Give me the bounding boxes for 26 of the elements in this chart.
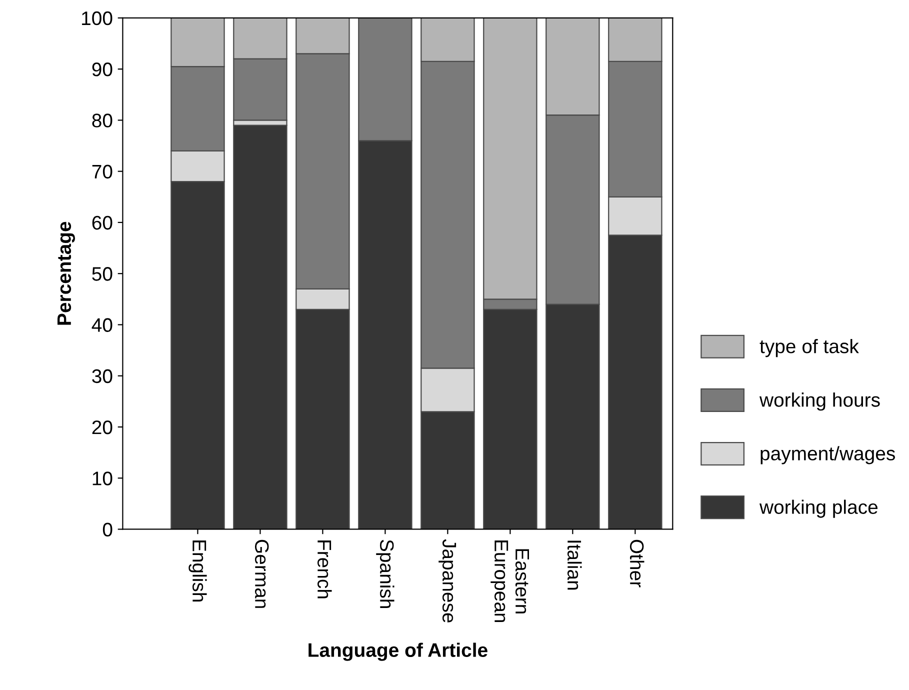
x-tick-label: Spanish <box>376 540 394 608</box>
legend-label: working hours <box>759 392 880 411</box>
y-tick-label: 0 <box>102 522 112 536</box>
bar <box>233 124 288 530</box>
x-tick-label: German <box>254 540 269 608</box>
legend-label: payment/wages <box>760 446 895 464</box>
x-axis-title: Language of Article <box>308 642 488 661</box>
y-tick-label: 40 <box>92 318 112 332</box>
x-tick-label: Other <box>630 540 644 588</box>
x-tick-label: Italian <box>567 540 582 590</box>
y-axis-title: Percentage <box>58 222 75 325</box>
y-tick-label: 60 <box>92 216 112 230</box>
x-tick-label: French <box>317 540 332 598</box>
legend-label: working place <box>759 500 878 518</box>
y-tick-label: 100 <box>82 11 112 26</box>
y-tick-label: 70 <box>92 164 112 179</box>
y-tick-label: 90 <box>92 62 112 76</box>
y-tick-label: 20 <box>92 420 112 434</box>
x-tick-label: English <box>188 540 207 602</box>
x-tick-label: Eastern European <box>490 540 529 622</box>
x-tick-label: Japanese <box>438 539 456 622</box>
legend-label: type of task <box>760 338 859 358</box>
y-tick-label: 50 <box>92 267 112 281</box>
y-tick-label: 10 <box>92 472 112 486</box>
y-tick-label: 30 <box>92 369 112 384</box>
y-tick-label: 80 <box>92 114 112 128</box>
